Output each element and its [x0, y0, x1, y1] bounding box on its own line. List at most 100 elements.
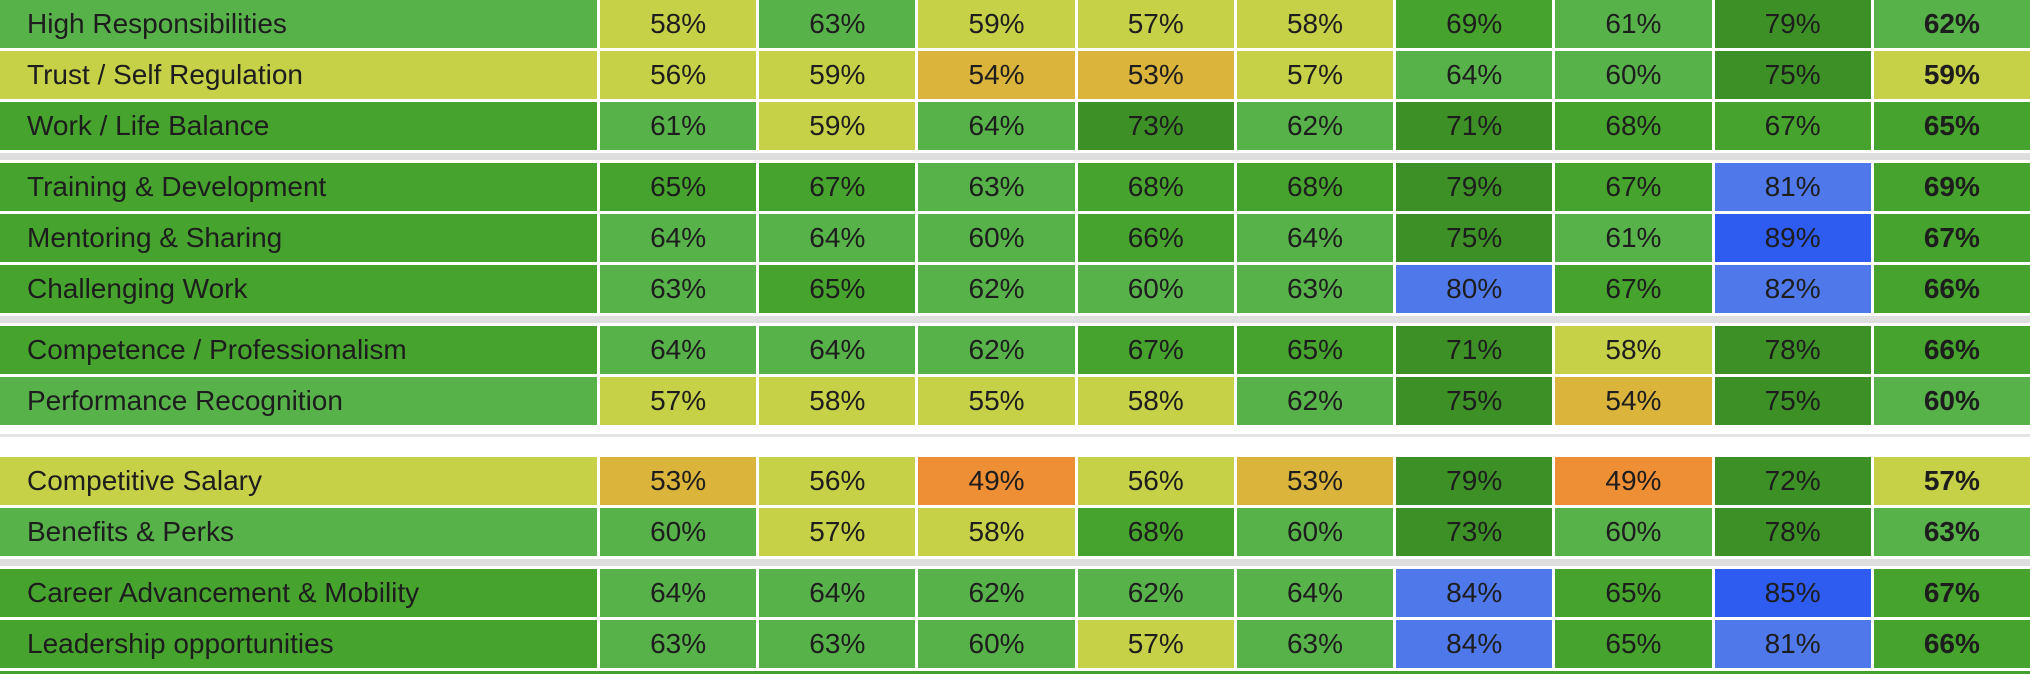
row-label: Trust / Self Regulation	[0, 51, 597, 99]
row-label: Work / Life Balance	[0, 102, 597, 150]
heatmap-cell: 53%	[600, 457, 757, 505]
heatmap-cell: 58%	[1555, 326, 1712, 374]
heatmap-cell: 64%	[759, 569, 916, 617]
heatmap-row: Benefits & Perks 60% 57% 58% 68% 60% 73% 60% 78%…	[0, 508, 2030, 556]
heatmap-cell: 59%	[759, 51, 916, 99]
heatmap-cell-overall: 65%	[1873, 102, 2030, 150]
heatmap-row: Competence / Professionalism 64% 64% 62% 67%…	[0, 326, 2030, 374]
heatmap-cell: 73%	[1077, 102, 1234, 150]
row-label: Leadership opportunities	[0, 620, 597, 668]
heatmap-cell: 64%	[600, 326, 757, 374]
heatmap-cell: 65%	[1236, 326, 1394, 374]
heatmap-cell: 84%	[1396, 620, 1553, 668]
row-label: Competence / Professionalism	[0, 326, 597, 374]
heatmap-cell: 60%	[918, 620, 1075, 668]
heatmap-cell: 73%	[1396, 508, 1553, 556]
heatmap-cell-overall: 62%	[1873, 0, 2030, 48]
heatmap-cell: 75%	[1714, 377, 1871, 425]
heatmap-cell: 67%	[759, 163, 916, 211]
heatmap-cell: 58%	[600, 0, 757, 48]
heatmap-cell-overall: 59%	[1873, 51, 2030, 99]
group-separator	[0, 211, 2030, 214]
row-label: Career Advancement & Mobility	[0, 569, 597, 617]
heatmap-cell: 54%	[918, 51, 1075, 99]
heatmap-cell: 79%	[1714, 0, 1871, 48]
heatmap-cell: 53%	[1077, 51, 1234, 99]
heatmap-cell: 57%	[1077, 0, 1234, 48]
heatmap-cell: 58%	[1236, 0, 1394, 48]
heatmap-cell: 55%	[918, 377, 1075, 425]
heatmap-cell: 64%	[759, 214, 916, 262]
group-separator	[0, 262, 2030, 265]
heatmap-cell: 62%	[918, 265, 1075, 313]
heatmap-cell: 68%	[1077, 163, 1234, 211]
heatmap-row: Mentoring & Sharing 64% 64% 60% 66% 64% 75% 61%…	[0, 214, 2030, 262]
heatmap-cell: 65%	[600, 163, 757, 211]
heatmap-cell: 78%	[1714, 326, 1871, 374]
row-label: Training & Development	[0, 163, 597, 211]
heatmap-cell: 89%	[1714, 214, 1871, 262]
heatmap-cell: 60%	[1555, 508, 1712, 556]
heatmap-cell: 56%	[600, 51, 757, 99]
heatmap-row: Performance Recognition 57% 58% 55% 58% 62% 75…	[0, 377, 2030, 425]
heatmap-cell: 58%	[918, 508, 1075, 556]
heatmap-cell: 65%	[1555, 569, 1712, 617]
row-label: Competitive Salary	[0, 457, 597, 505]
heatmap-cell: 60%	[1077, 265, 1234, 313]
heatmap-cell: 63%	[600, 265, 757, 313]
heatmap-cell: 62%	[1077, 569, 1234, 617]
heatmap-cell: 78%	[1714, 508, 1871, 556]
heatmap-row: Career Advancement & Mobility 64% 64% 62% 62…	[0, 569, 2030, 617]
heatmap-cell: 84%	[1396, 569, 1553, 617]
row-label: High Responsibilities	[0, 0, 597, 48]
heatmap-cell: 82%	[1714, 265, 1871, 313]
group-separator	[0, 313, 2030, 326]
heatmap-cell: 59%	[918, 0, 1075, 48]
heatmap-row: Challenging Work 63% 65% 62% 60% 63% 80% 67% 82%…	[0, 265, 2030, 313]
heatmap-cell: 65%	[1555, 620, 1712, 668]
heatmap-cell: 60%	[918, 214, 1075, 262]
heatmap-cell-overall: 66%	[1873, 265, 2030, 313]
heatmap-cell: 60%	[1236, 508, 1394, 556]
heatmap-cell: 68%	[1236, 163, 1394, 211]
heatmap-cell: 53%	[1236, 457, 1394, 505]
heatmap-cell: 64%	[1236, 569, 1394, 617]
heatmap-cell-overall: 63%	[1873, 508, 2030, 556]
heatmap-cell: 60%	[600, 508, 757, 556]
group-separator	[0, 374, 2030, 377]
heatmap-cell: 57%	[759, 508, 916, 556]
heatmap-cell: 71%	[1396, 102, 1553, 150]
heatmap-row: Work / Life Balance 61% 59% 64% 73% 62% 71% 68%…	[0, 102, 2030, 150]
heatmap-cell: 62%	[918, 326, 1075, 374]
heatmap-cell: 58%	[1077, 377, 1234, 425]
heatmap-cell: 60%	[1555, 51, 1712, 99]
heatmap-cell: 79%	[1396, 457, 1553, 505]
heatmap-cell: 63%	[600, 620, 757, 668]
heatmap-cell: 62%	[1236, 377, 1394, 425]
heatmap-cell-overall: 66%	[1873, 326, 2030, 374]
heatmap-cell-overall: 67%	[1873, 569, 2030, 617]
heatmap-cell-overall: 66%	[1873, 620, 2030, 668]
heatmap-cell: 80%	[1396, 265, 1553, 313]
heatmap-cell: 57%	[1077, 620, 1234, 668]
heatmap-cell: 57%	[1236, 51, 1394, 99]
heatmap-cell: 67%	[1555, 163, 1712, 211]
heatmap-cell: 67%	[1555, 265, 1712, 313]
group-separator	[0, 505, 2030, 508]
heatmap-cell: 64%	[600, 214, 757, 262]
heatmap-cell: 57%	[600, 377, 757, 425]
heatmap-cell: 61%	[600, 102, 757, 150]
group-separator	[0, 99, 2030, 102]
heatmap-cell: 64%	[759, 326, 916, 374]
heatmap-cell: 59%	[759, 102, 916, 150]
heatmap-cell-overall: 67%	[1873, 214, 2030, 262]
heatmap-cell: 67%	[1714, 102, 1871, 150]
heatmap-row: Training & Development 65% 67% 63% 68% 68% 79%…	[0, 163, 2030, 211]
heatmap-cell: 67%	[1077, 326, 1234, 374]
row-label: Performance Recognition	[0, 377, 597, 425]
heatmap-cell: 56%	[759, 457, 916, 505]
heatmap-cell: 61%	[1555, 0, 1712, 48]
heatmap-cell: 79%	[1396, 163, 1553, 211]
heatmap-cell: 62%	[1236, 102, 1394, 150]
